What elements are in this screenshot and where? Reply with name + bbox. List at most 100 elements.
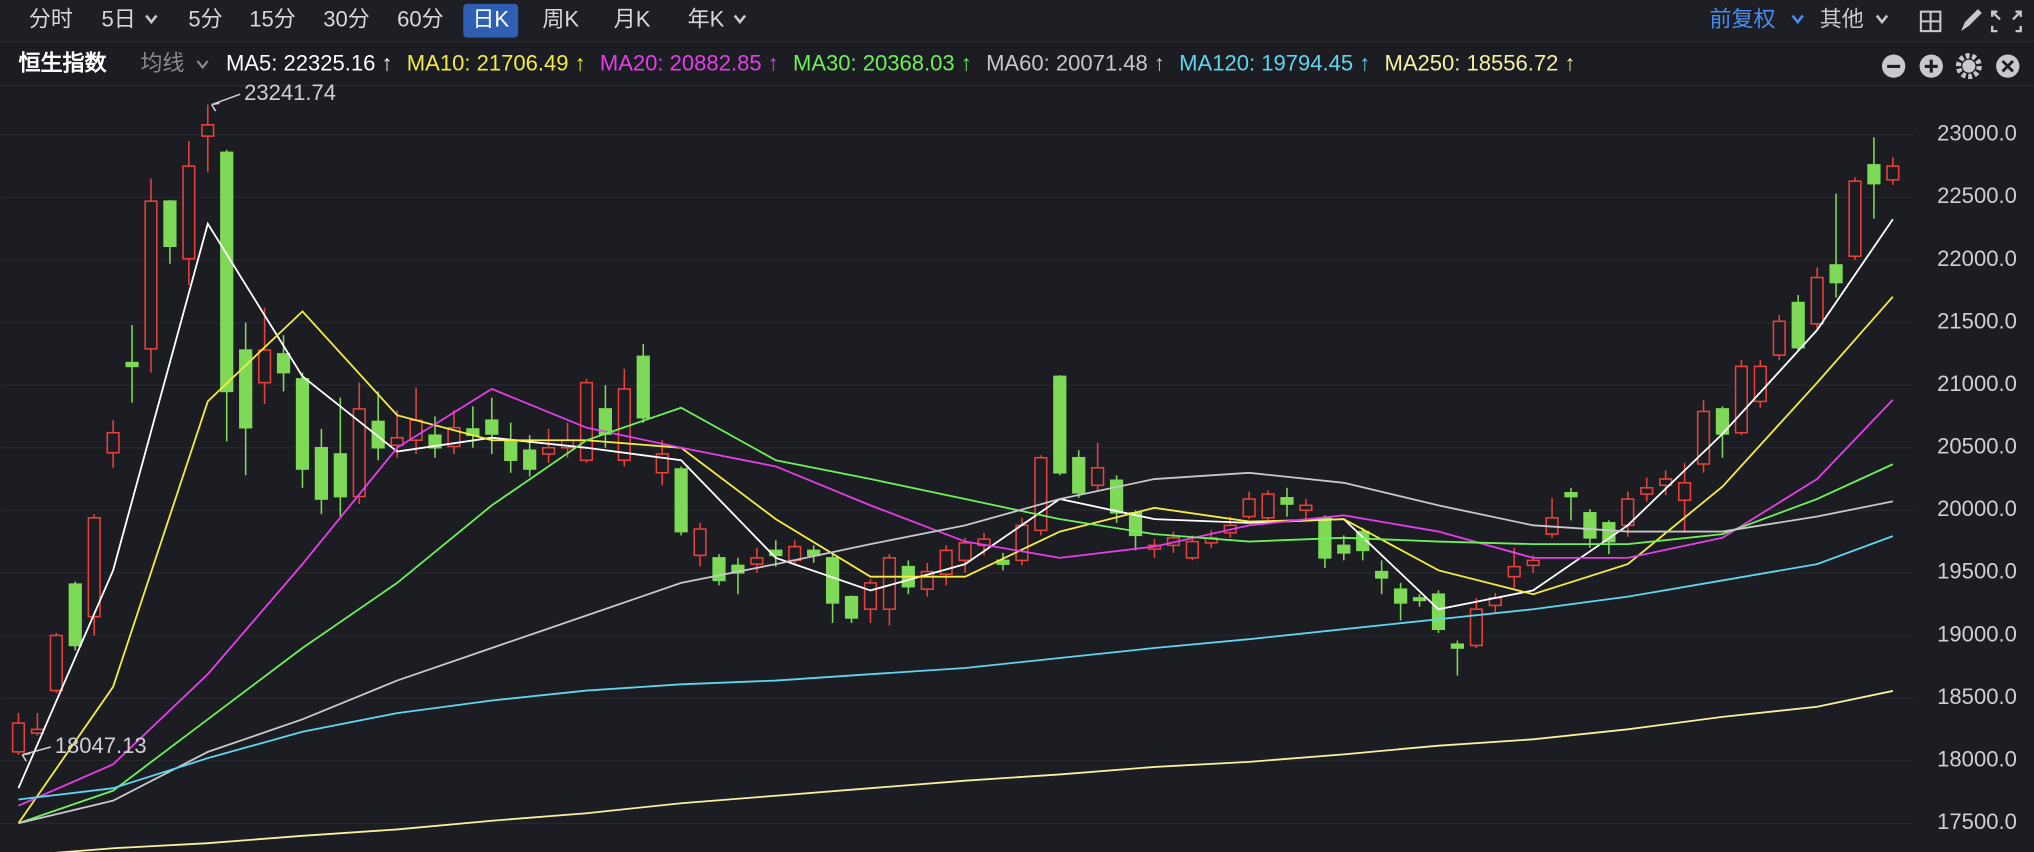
candle-body xyxy=(1280,497,1294,505)
candle-body xyxy=(1412,597,1427,602)
period-tab[interactable]: 年K xyxy=(688,7,725,32)
candle-body xyxy=(1242,498,1256,518)
candle-body xyxy=(541,446,556,455)
period-tabs: 分时 5日 5分 15分 30分 60分 日K 周K 月K 年K xyxy=(29,3,747,38)
candle-body xyxy=(1867,164,1881,185)
candle-body xyxy=(504,439,518,462)
candle-body xyxy=(295,378,310,470)
draw-icon[interactable] xyxy=(1961,9,1982,32)
ma-line xyxy=(54,690,1894,852)
candle-body xyxy=(409,419,423,442)
ma-line xyxy=(18,387,1894,807)
candle-body xyxy=(11,722,26,753)
legend-entry[interactable]: MA120: 19794.45 ↑ xyxy=(1179,51,1370,76)
legend-entry[interactable]: MA5: 22325.16 ↑ xyxy=(226,51,393,76)
dropdown-caret xyxy=(733,14,747,25)
candle-body xyxy=(257,349,272,384)
candle-body xyxy=(106,431,120,454)
candle-body xyxy=(1791,301,1805,349)
candle-body xyxy=(68,583,82,647)
candle-body xyxy=(87,517,101,618)
candle-body xyxy=(1677,481,1692,502)
period-tab[interactable]: 周K xyxy=(542,7,579,32)
grid-icon[interactable] xyxy=(1919,10,1942,33)
period-tab[interactable]: 日K xyxy=(472,7,509,32)
y-tick-label: 20500.0 xyxy=(1937,434,2017,459)
candle-body xyxy=(314,446,329,500)
legend: MA5: 22325.16 ↑ MA10: 21706.49 ↑ MA20: 208… xyxy=(226,51,1576,76)
candle-body xyxy=(220,151,234,393)
candle-body xyxy=(447,426,461,448)
ma-line xyxy=(18,406,1894,825)
index-name: 恒生指数 xyxy=(18,51,107,76)
period-tab[interactable]: 15分 xyxy=(249,7,296,32)
ma-line xyxy=(17,218,1894,789)
dropdown-caret xyxy=(1791,14,1804,25)
period-tab[interactable]: 分时 xyxy=(29,7,73,32)
candle-body xyxy=(825,557,840,604)
candle-body xyxy=(1337,544,1351,554)
y-tick-label: 18500.0 xyxy=(1937,684,2017,709)
period-tab[interactable]: 5分 xyxy=(188,7,222,32)
candle-body xyxy=(390,436,404,447)
y-tick-label: 21000.0 xyxy=(1937,371,2017,396)
candle-body xyxy=(712,557,726,582)
candle-body xyxy=(276,353,291,374)
active-tab-highlight xyxy=(463,3,519,38)
candle-body xyxy=(1469,608,1483,647)
candle-body xyxy=(636,355,650,419)
y-tick-label: 19000.0 xyxy=(1937,621,2017,646)
candle-body xyxy=(333,453,347,498)
candle-body xyxy=(1526,559,1540,567)
y-tick-label: 20000.0 xyxy=(1937,496,2017,521)
candle-body xyxy=(617,388,631,462)
ma-line xyxy=(18,471,1894,825)
period-tab[interactable]: 5日 xyxy=(101,7,135,32)
candle-body xyxy=(1450,643,1465,649)
legend-entry[interactable]: MA10: 21706.49 ↑ xyxy=(407,51,586,76)
candle-body xyxy=(920,570,934,590)
legend-entry[interactable]: MA60: 20071.48 ↑ xyxy=(986,51,1165,76)
period-tab[interactable]: 60分 xyxy=(397,7,444,32)
indicator-label[interactable]: 均线 xyxy=(140,51,184,76)
other-button[interactable]: 其他 xyxy=(1820,7,1864,32)
candle-body xyxy=(1753,365,1767,403)
settings-button[interactable] xyxy=(1955,53,1982,80)
y-tick-label: 17500.0 xyxy=(1937,809,2017,834)
candle-body xyxy=(1564,492,1578,498)
fullscreen-icon[interactable] xyxy=(1991,10,2022,33)
candle-body xyxy=(1356,530,1370,552)
annotation-label: 18047.13 xyxy=(55,733,147,758)
y-tick-label: 18000.0 xyxy=(1937,746,2017,771)
period-tab[interactable]: 30分 xyxy=(323,7,370,32)
candle-body xyxy=(1375,570,1389,579)
y-axis: 17500.0 18000.0 18500.0 19000.0 19500.0 20000… xyxy=(1937,121,2017,834)
adjust-button[interactable]: 前复权 xyxy=(1709,7,1775,32)
candle-body xyxy=(49,634,63,692)
candle-body xyxy=(674,468,688,533)
y-tick-label: 22000.0 xyxy=(1937,246,2017,271)
candle-body xyxy=(144,200,158,350)
candle-body xyxy=(1583,512,1597,539)
candle-body xyxy=(788,545,802,562)
candle-body xyxy=(731,564,745,574)
candle-body xyxy=(239,349,253,429)
candle-body xyxy=(693,528,707,557)
candle-body xyxy=(1507,565,1521,578)
candle-body xyxy=(1109,479,1124,514)
dropdown-caret xyxy=(145,14,158,25)
candle-body xyxy=(182,165,196,260)
period-tab[interactable]: 月K xyxy=(614,7,651,32)
legend-entry[interactable]: MA250: 18556.72 ↑ xyxy=(1385,51,1576,76)
legend-entry[interactable]: MA20: 20882.85 ↑ xyxy=(600,51,779,76)
candle-body xyxy=(655,453,669,474)
candle-body xyxy=(958,542,972,562)
candle-body xyxy=(1848,180,1862,258)
candle-body xyxy=(201,124,215,137)
legend-entry[interactable]: MA30: 20368.03 ↑ xyxy=(793,51,972,76)
dropdown-caret xyxy=(1875,14,1889,25)
candle-body xyxy=(1810,276,1824,325)
candle-body xyxy=(1640,487,1654,495)
